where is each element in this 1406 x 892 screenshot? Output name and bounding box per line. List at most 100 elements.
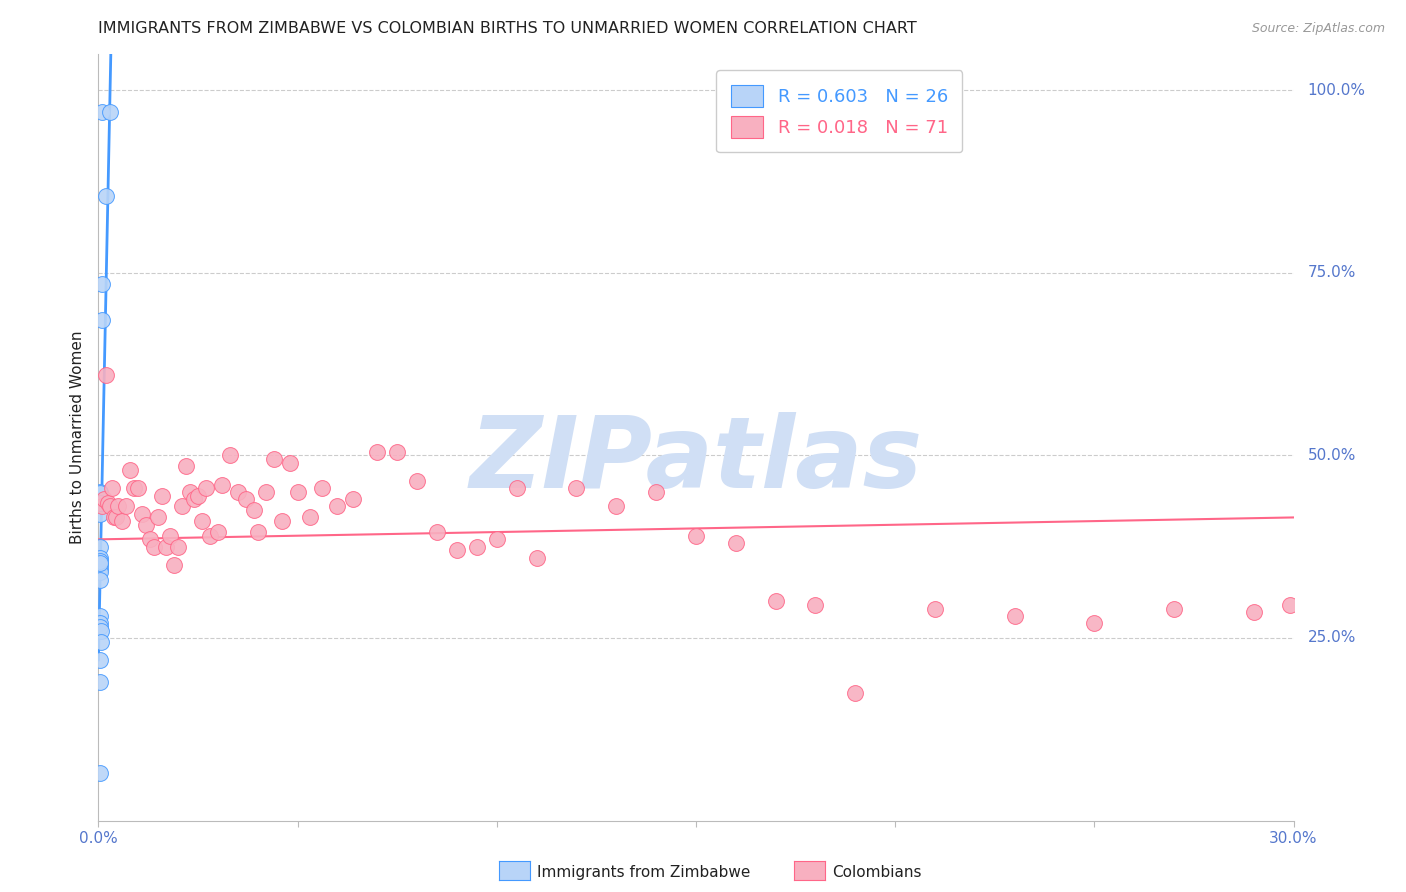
Point — [89, 766, 111, 780]
Point — [89, 507, 111, 521]
Point — [89, 486, 111, 500]
Point — [93, 492, 115, 507]
Point — [159, 529, 181, 543]
Point — [235, 492, 257, 507]
Point — [270, 514, 292, 528]
Point — [131, 507, 153, 521]
Point — [565, 481, 588, 495]
Point — [605, 500, 627, 514]
Text: 25.0%: 25.0% — [1308, 631, 1355, 646]
Point — [1163, 601, 1185, 615]
Point — [150, 489, 173, 503]
Point — [172, 500, 194, 514]
Point — [342, 492, 364, 507]
Point — [326, 500, 349, 514]
Point — [91, 313, 114, 327]
Point — [311, 481, 333, 495]
Point — [155, 540, 177, 554]
Point — [98, 105, 121, 120]
Point — [111, 514, 134, 528]
Point — [1004, 609, 1026, 624]
Point — [187, 489, 209, 503]
Text: Immigrants from Zimbabwe: Immigrants from Zimbabwe — [537, 865, 751, 880]
Point — [139, 533, 162, 547]
Point — [191, 514, 214, 528]
Point — [366, 444, 388, 458]
Point — [287, 484, 309, 499]
Point — [127, 481, 149, 495]
Point — [163, 558, 186, 572]
Text: ZIPatlas: ZIPatlas — [470, 411, 922, 508]
Point — [804, 598, 827, 612]
Point — [685, 529, 707, 543]
Point — [246, 524, 269, 539]
Point — [924, 601, 946, 615]
Point — [1083, 616, 1105, 631]
Point — [90, 624, 112, 638]
Point — [183, 492, 205, 507]
Point — [96, 368, 118, 382]
Point — [101, 481, 124, 495]
Point — [167, 540, 190, 554]
Text: 50.0%: 50.0% — [1308, 448, 1355, 463]
Point — [89, 609, 111, 624]
Point — [765, 594, 787, 608]
Point — [89, 557, 111, 571]
Point — [90, 634, 112, 648]
Point — [115, 500, 138, 514]
Point — [89, 620, 111, 634]
Point — [143, 540, 166, 554]
Point — [465, 540, 488, 554]
Text: Source: ZipAtlas.com: Source: ZipAtlas.com — [1251, 22, 1385, 36]
Point — [90, 105, 112, 120]
Text: 75.0%: 75.0% — [1308, 265, 1355, 280]
Point — [207, 524, 229, 539]
Point — [135, 517, 157, 532]
Point — [89, 496, 111, 510]
Point — [179, 484, 201, 499]
Point — [89, 554, 111, 568]
Point — [107, 500, 129, 514]
Point — [90, 500, 112, 514]
Text: Colombians: Colombians — [832, 865, 922, 880]
Point — [103, 510, 125, 524]
Point — [124, 481, 146, 495]
Point — [446, 543, 468, 558]
Point — [89, 558, 111, 572]
Point — [89, 653, 111, 667]
Point — [211, 477, 233, 491]
Point — [97, 496, 120, 510]
Point — [89, 489, 111, 503]
Point — [254, 484, 277, 499]
Point — [1243, 606, 1265, 620]
Point — [298, 510, 321, 524]
Point — [385, 444, 409, 458]
Point — [89, 550, 111, 565]
Point — [105, 510, 128, 524]
Point — [195, 481, 218, 495]
Point — [174, 459, 197, 474]
Point — [226, 484, 249, 499]
Point — [89, 573, 111, 587]
Point — [198, 529, 221, 543]
Point — [89, 616, 111, 631]
Point — [645, 484, 668, 499]
Text: 100.0%: 100.0% — [1308, 83, 1365, 97]
Point — [1278, 598, 1301, 612]
Point — [89, 674, 111, 689]
Point — [89, 561, 111, 575]
Point — [278, 456, 301, 470]
Point — [90, 277, 112, 291]
Point — [96, 189, 118, 203]
Point — [120, 463, 142, 477]
Point — [98, 500, 122, 514]
Point — [406, 474, 429, 488]
Point — [426, 524, 449, 539]
Point — [219, 448, 242, 462]
Point — [724, 536, 747, 550]
Text: IMMIGRANTS FROM ZIMBABWE VS COLOMBIAN BIRTHS TO UNMARRIED WOMEN CORRELATION CHAR: IMMIGRANTS FROM ZIMBABWE VS COLOMBIAN BI… — [98, 21, 917, 36]
Point — [148, 510, 170, 524]
Point — [89, 484, 111, 499]
Y-axis label: Births to Unmarried Women: Births to Unmarried Women — [69, 330, 84, 544]
Point — [506, 481, 529, 495]
